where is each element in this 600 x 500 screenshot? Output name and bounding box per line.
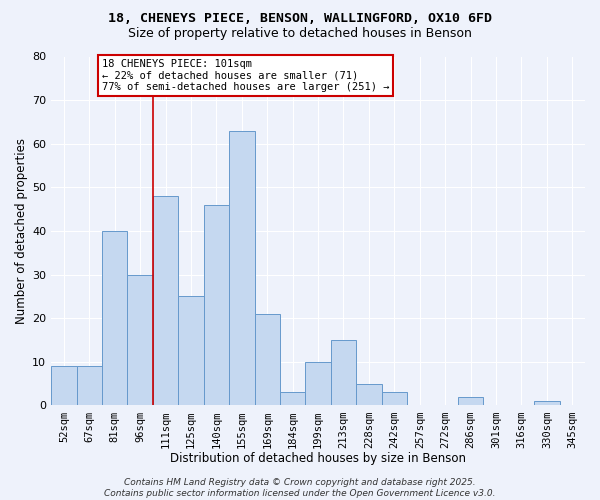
Bar: [331, 340, 356, 406]
Bar: [127, 274, 153, 406]
Text: Contains HM Land Registry data © Crown copyright and database right 2025.
Contai: Contains HM Land Registry data © Crown c…: [104, 478, 496, 498]
Bar: [77, 366, 102, 406]
Bar: [203, 205, 229, 406]
Bar: [153, 196, 178, 406]
Bar: [534, 401, 560, 406]
Bar: [280, 392, 305, 406]
Text: 18 CHENEYS PIECE: 101sqm
← 22% of detached houses are smaller (71)
77% of semi-d: 18 CHENEYS PIECE: 101sqm ← 22% of detach…: [102, 58, 389, 92]
Bar: [356, 384, 382, 406]
Bar: [229, 130, 254, 406]
Text: 18, CHENEYS PIECE, BENSON, WALLINGFORD, OX10 6FD: 18, CHENEYS PIECE, BENSON, WALLINGFORD, …: [108, 12, 492, 26]
Bar: [51, 366, 77, 406]
Bar: [382, 392, 407, 406]
X-axis label: Distribution of detached houses by size in Benson: Distribution of detached houses by size …: [170, 452, 466, 465]
Bar: [305, 362, 331, 406]
Bar: [254, 314, 280, 406]
Text: Size of property relative to detached houses in Benson: Size of property relative to detached ho…: [128, 28, 472, 40]
Y-axis label: Number of detached properties: Number of detached properties: [15, 138, 28, 324]
Bar: [178, 296, 203, 406]
Bar: [458, 396, 484, 406]
Bar: [102, 231, 127, 406]
